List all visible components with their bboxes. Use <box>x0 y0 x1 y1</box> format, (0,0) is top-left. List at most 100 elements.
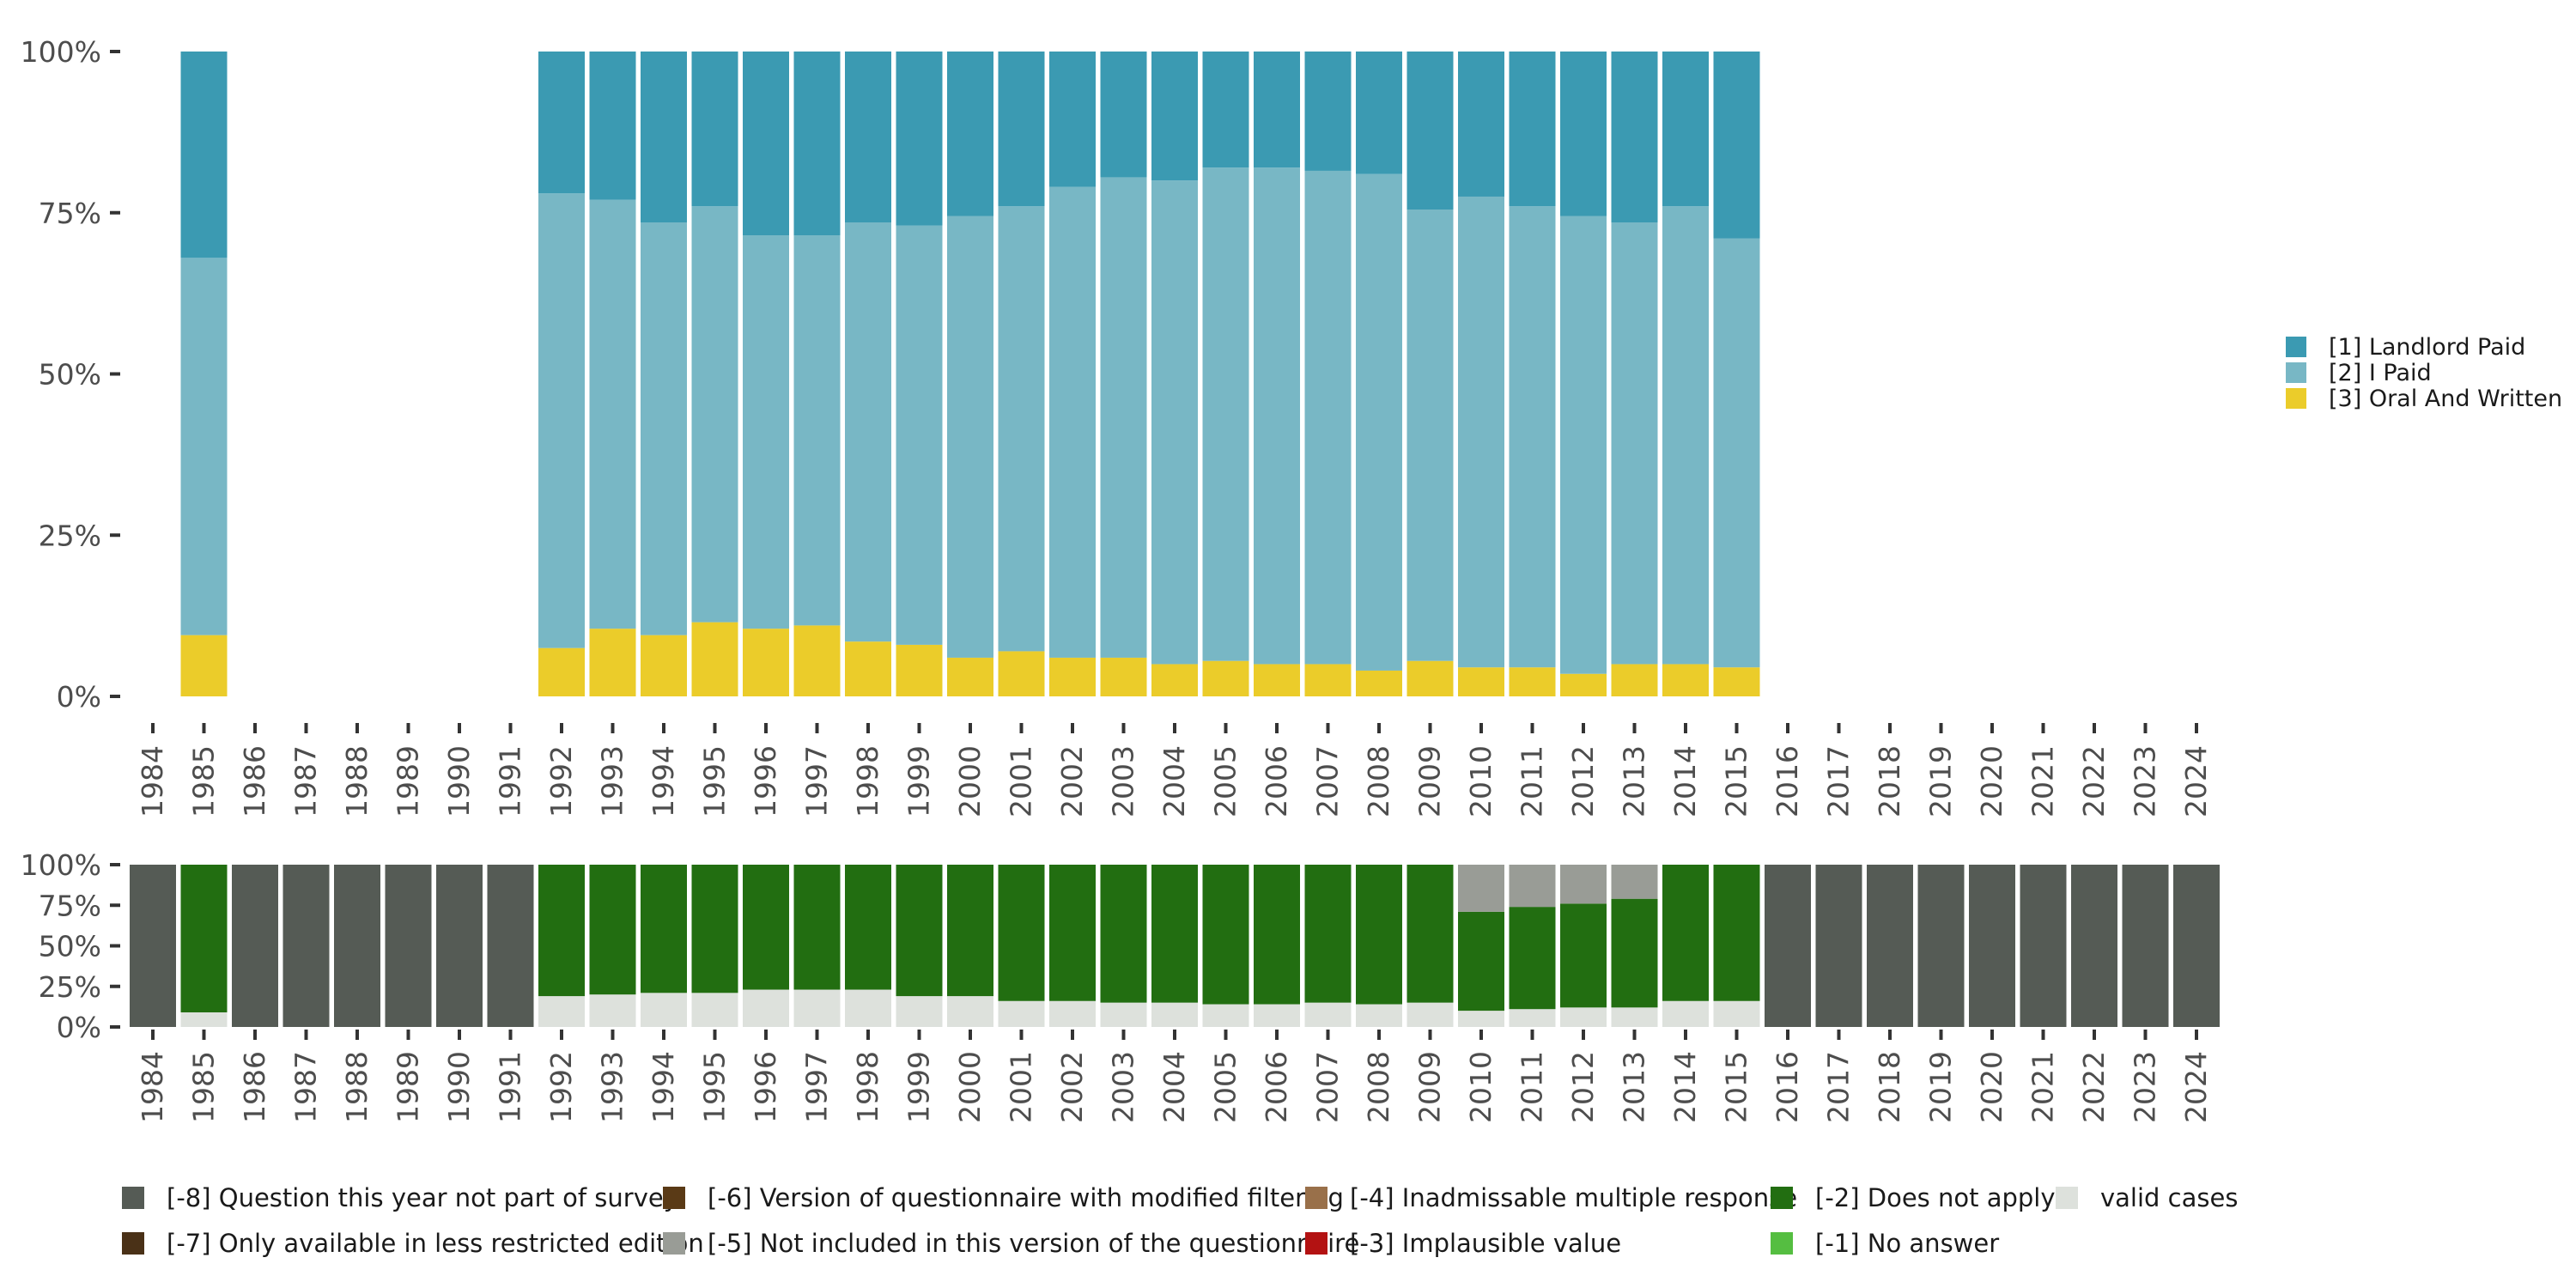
status-bar-2007--2-does-not-apply <box>1304 865 1352 1003</box>
status-bar-1992--2-does-not-apply <box>538 865 585 997</box>
main-bar-1993--3-oral-and-written <box>589 629 636 696</box>
main-x-tick-label: 2002 <box>1055 745 1089 817</box>
main-bar-1998--3-oral-and-written <box>845 641 891 696</box>
main-bar-2007--1-landlord-paid <box>1304 52 1352 171</box>
main-x-tick-label: 1987 <box>289 745 323 817</box>
status-bar-1999--2-does-not-apply <box>896 865 943 997</box>
status-bar-2001-valid-cases <box>998 1000 1045 1027</box>
main-x-tick-label: 2001 <box>1005 745 1038 817</box>
legend-swatch <box>2286 388 2306 409</box>
status-bar-2010-valid-cases <box>1458 1011 1504 1027</box>
status-bar-2015-valid-cases <box>1713 1000 1760 1027</box>
status-bar-2013--2-does-not-apply <box>1611 898 1658 1008</box>
main-bar-1996--1-landlord-paid <box>743 52 789 236</box>
status-bar-1985-valid-cases <box>180 1012 228 1027</box>
status-legend-swatch <box>663 1187 685 1209</box>
status-bar-2010--2-does-not-apply <box>1458 911 1504 1012</box>
main-x-tick-label: 2019 <box>1924 745 1958 817</box>
main-bar-1993--2-i-paid <box>589 199 636 629</box>
status-bar-2023--8-question-this-year-not-part-of-survey <box>2122 865 2169 1027</box>
status-x-tick-label: 1994 <box>647 1051 680 1123</box>
status-legend-label: [-1] No answer <box>1815 1229 1999 1258</box>
status-bar-2008--2-does-not-apply <box>1356 865 1402 1005</box>
main-bar-2000--2-i-paid <box>947 216 993 658</box>
status-bar-2002-valid-cases <box>1049 1000 1096 1027</box>
main-y-tick-label: 25% <box>39 519 101 552</box>
main-bar-2005--3-oral-and-written <box>1202 660 1249 696</box>
status-legend-swatch <box>2056 1187 2078 1209</box>
status-bar-1996-valid-cases <box>743 989 789 1027</box>
status-x-tick-label: 2015 <box>1720 1051 1753 1123</box>
main-y-tick-label: 75% <box>39 197 101 230</box>
status-bar-1995--2-does-not-apply <box>691 865 738 993</box>
main-x-tick-label: 2008 <box>1362 745 1395 817</box>
status-bar-1996--2-does-not-apply <box>743 865 789 990</box>
status-x-tick-label: 1996 <box>749 1051 782 1123</box>
main-bar-2003--1-landlord-paid <box>1100 52 1147 178</box>
status-x-tick-label: 1995 <box>698 1051 732 1123</box>
status-x-tick-label: 2006 <box>1260 1051 1293 1123</box>
status-y-tick-label: 25% <box>39 970 101 1004</box>
main-bar-1998--1-landlord-paid <box>845 52 891 223</box>
main-x-tick-label: 2004 <box>1157 745 1191 817</box>
main-bar-2000--1-landlord-paid <box>947 52 993 216</box>
main-x-tick-label: 1988 <box>340 745 374 817</box>
main-bar-2015--2-i-paid <box>1713 238 1760 668</box>
status-bar-2014-valid-cases <box>1662 1000 1709 1027</box>
status-x-tick-label: 2020 <box>1975 1051 2008 1123</box>
main-x-tick-label: 1997 <box>800 745 834 817</box>
main-bar-1985--3-oral-and-written <box>180 635 228 696</box>
status-x-tick-label: 2002 <box>1055 1051 1089 1123</box>
main-bar-2001--2-i-paid <box>998 206 1045 652</box>
status-legend-swatch <box>1305 1187 1327 1209</box>
status-bar-1988--8-question-this-year-not-part-of-survey <box>334 865 380 1027</box>
status-bar-2009-valid-cases <box>1406 1002 1454 1027</box>
main-x-tick-label: 2022 <box>2077 745 2111 817</box>
status-bar-2003-valid-cases <box>1100 1002 1147 1027</box>
status-x-tick-label: 2022 <box>2077 1051 2111 1123</box>
main-bar-2001--1-landlord-paid <box>998 52 1045 207</box>
status-x-tick-label: 2017 <box>1822 1051 1856 1123</box>
main-bar-2012--2-i-paid <box>1560 216 1607 674</box>
status-bar-2006--2-does-not-apply <box>1254 865 1300 1005</box>
status-x-tick-label: 1989 <box>392 1051 425 1123</box>
main-x-tick-label: 1986 <box>238 745 271 817</box>
main-bar-2005--1-landlord-paid <box>1202 52 1249 168</box>
status-bar-2000--2-does-not-apply <box>947 865 993 997</box>
main-bar-2010--3-oral-and-written <box>1458 667 1504 696</box>
main-x-tick-label: 1998 <box>851 745 884 817</box>
main-x-tick-label: 1985 <box>187 745 221 817</box>
status-x-tick-label: 2005 <box>1209 1051 1242 1123</box>
status-bar-2021--8-question-this-year-not-part-of-survey <box>2020 865 2067 1027</box>
main-bar-2015--1-landlord-paid <box>1713 52 1760 239</box>
status-legend-label: [-3] Implausible value <box>1350 1229 1621 1258</box>
status-bar-2012--2-does-not-apply <box>1560 903 1607 1008</box>
status-x-tick-label: 2007 <box>1311 1051 1345 1123</box>
status-x-tick-label: 1990 <box>442 1051 476 1123</box>
main-x-tick-label: 2010 <box>1464 745 1498 817</box>
status-bar-1991--8-question-this-year-not-part-of-survey <box>487 865 534 1027</box>
status-legend-label: valid cases <box>2100 1183 2238 1212</box>
status-bar-1994--2-does-not-apply <box>641 865 687 993</box>
status-legend-label: [-6] Version of questionnaire with modif… <box>708 1183 1344 1212</box>
main-bar-1985--2-i-paid <box>180 258 228 635</box>
status-bar-2011--5-not-included-in-this-version-of-the-questionnaire <box>1509 865 1556 908</box>
main-x-tick-label: 2013 <box>1618 745 1651 817</box>
status-legend-swatch <box>1305 1232 1327 1255</box>
status-x-tick-label: 1988 <box>340 1051 374 1123</box>
main-bar-2014--2-i-paid <box>1662 206 1709 665</box>
main-bar-2014--3-oral-and-written <box>1662 664 1709 696</box>
main-bar-2013--2-i-paid <box>1611 222 1658 665</box>
status-x-tick-label: 2010 <box>1464 1051 1498 1123</box>
legend-label: [2] I Paid <box>2329 360 2432 386</box>
main-bar-2011--3-oral-and-written <box>1509 667 1556 696</box>
status-y-tick-label: 50% <box>39 930 101 963</box>
status-x-tick-label: 2023 <box>2129 1051 2162 1123</box>
status-x-tick-label: 2004 <box>1157 1051 1191 1123</box>
main-x-tick-label: 1989 <box>392 745 425 817</box>
status-bar-2022--8-question-this-year-not-part-of-survey <box>2071 865 2117 1027</box>
main-x-tick-label: 2011 <box>1516 745 1549 817</box>
status-x-tick-label: 2024 <box>2179 1051 2213 1123</box>
status-x-tick-label: 2019 <box>1924 1051 1958 1123</box>
